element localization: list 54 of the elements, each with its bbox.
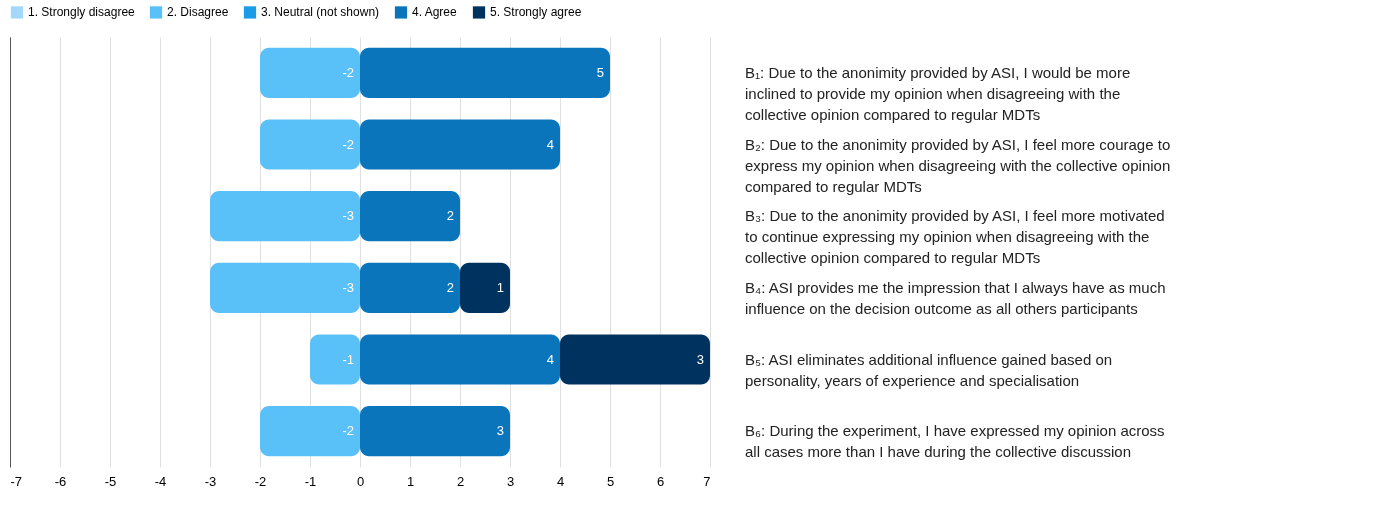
y-tick-label: B₃: Due to the anonimity provided by ASI, I feel more motivated to continue expressing my opinion when disagreeing with the collective opinion compared to regular MDTs <box>745 207 1165 267</box>
data-label: 1 <box>496 279 504 295</box>
legend-label: 1. Strongly disagree <box>28 5 136 20</box>
x-tick-label: -7 <box>10 473 23 489</box>
data-label: -2 <box>342 136 354 152</box>
data-label: 2 <box>446 208 454 224</box>
y-tick-label: B₄: ASI provides me the impression that I always have as much influence on the decision outcome as all others participants <box>745 278 1166 317</box>
bar <box>210 262 360 313</box>
data-label: -2 <box>342 423 354 439</box>
data-label: -2 <box>342 64 354 80</box>
data-label: 2 <box>446 279 454 295</box>
data-label: -3 <box>342 279 354 295</box>
data-label: 4 <box>546 351 554 367</box>
x-tick-label: 7 <box>703 473 711 489</box>
bar <box>260 406 360 457</box>
data-label: 5 <box>596 64 604 80</box>
bar <box>260 119 360 170</box>
legend-label: 3. Neutral (not shown) <box>261 5 380 20</box>
legend-label: 4. Agree <box>412 5 458 20</box>
x-tick-label: -6 <box>54 473 67 489</box>
data-label: 3 <box>496 423 504 439</box>
x-tick-label: 0 <box>356 473 365 489</box>
bar <box>210 191 360 242</box>
bar <box>360 119 560 170</box>
x-tick-label: 6 <box>656 473 665 489</box>
x-tick-label: 4 <box>556 473 565 489</box>
bar <box>360 47 610 98</box>
bar <box>360 191 460 242</box>
bar <box>460 262 510 313</box>
data-label: -3 <box>342 208 354 224</box>
bar <box>360 334 560 385</box>
x-tick-label: -4 <box>154 473 167 489</box>
x-tick-label: -5 <box>104 473 117 489</box>
x-tick-label: -3 <box>204 473 217 489</box>
x-tick-label: -2 <box>254 473 267 489</box>
data-label: -1 <box>342 351 354 367</box>
bar <box>560 334 710 385</box>
bar <box>260 47 360 98</box>
data-label: 3 <box>696 351 704 367</box>
x-tick-label: -1 <box>304 473 317 489</box>
legend-label: 5. Strongly agree <box>490 5 582 20</box>
x-tick-label: 2 <box>456 473 465 489</box>
x-tick-label: 5 <box>606 473 615 489</box>
bar <box>310 334 360 385</box>
x-tick-label: 3 <box>506 473 515 489</box>
y-tick-label: B₁: Due to the anonimity provided by ASI, I would be more inclined to provide my opinion when disagreeing with the collective opinion compared to regular MDTs <box>745 63 1131 123</box>
x-tick-label: 1 <box>406 473 415 489</box>
y-tick-label: B₂: Due to the anonimity provided by ASI, I feel more courage to express my opinion when disagreeing with the collective opinion compared to regular MDTs <box>745 135 1171 195</box>
y-tick-label: B₆: During the experiment, I have expressed my opinion across all cases more than I have during the collective discussion <box>745 422 1165 461</box>
data-label: 4 <box>546 136 554 152</box>
y-tick-label: B₅: ASI eliminates additional influence gained based on personality, years of experience and specialisation <box>745 350 1113 389</box>
bar <box>360 406 510 457</box>
bar <box>360 262 460 313</box>
legend-label: 2. Disagree <box>167 5 229 20</box>
